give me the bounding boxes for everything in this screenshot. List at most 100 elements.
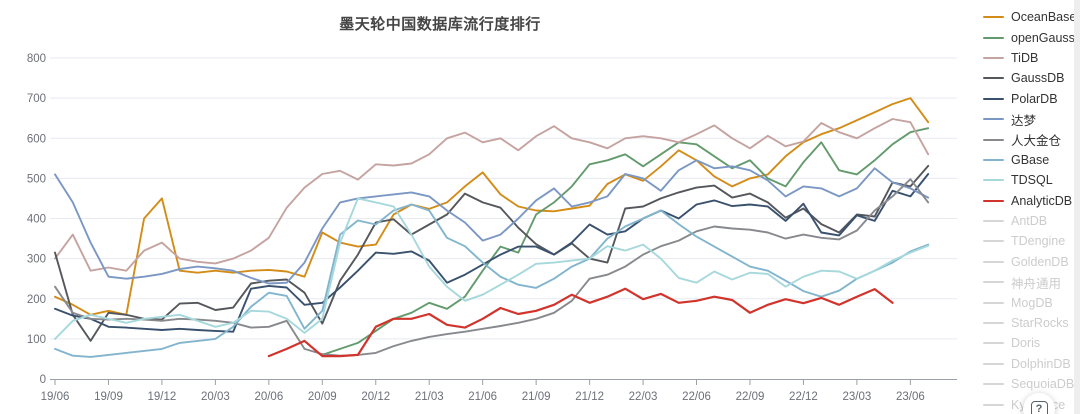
y-tick-label: 200 (27, 294, 46, 306)
legend-item-神舟通用[interactable]: 神舟通用 (983, 272, 1080, 292)
legend-item-label: PolarDB (1011, 91, 1058, 106)
legend-swatch (983, 240, 1004, 243)
legend-item-DolphinDB[interactable]: DolphinDB (983, 354, 1080, 374)
legend-swatch (983, 260, 1004, 263)
x-tick-label: 22/06 (682, 391, 711, 403)
y-tick-label: 300 (27, 254, 46, 266)
legend-item-label: AntDB (1011, 214, 1048, 229)
legend-swatch (983, 56, 1004, 59)
series-line-TiDB (54, 118, 930, 272)
legend-swatch (983, 322, 1004, 325)
legend-item-PolarDB[interactable]: PolarDB (983, 89, 1080, 109)
legend-item-AntDB[interactable]: AntDB (983, 211, 1080, 231)
legend-swatch (983, 138, 1004, 141)
legend-item-label: DolphinDB (1011, 356, 1071, 371)
series-lines (54, 97, 930, 358)
legend-item-label: openGauss (1011, 30, 1075, 45)
legend-swatch (983, 16, 1004, 19)
legend-item-TiDB[interactable]: TiDB (983, 48, 1080, 68)
x-tick-label: 21/12 (575, 391, 604, 403)
legend-item-TDSQL[interactable]: TDSQL (983, 170, 1080, 190)
legend-item-label: OceanBase (1011, 10, 1077, 25)
legend-item-达梦[interactable]: 达梦 (983, 109, 1080, 129)
legend-swatch (983, 342, 1004, 345)
legend-item-label: TDengine (1011, 234, 1066, 249)
legend-swatch (983, 301, 1004, 304)
legend-swatch (983, 403, 1004, 406)
legend-item-label: SequoiaDB (1011, 377, 1075, 392)
y-tick-label: 600 (27, 133, 46, 145)
y-tick-label: 500 (27, 173, 46, 185)
legend-item-OceanBase[interactable]: OceanBase (983, 7, 1080, 27)
legend-item-StarRocks[interactable]: StarRocks (983, 313, 1080, 333)
help-button[interactable]: ? (1023, 393, 1055, 414)
x-tick-label: 20/03 (201, 391, 230, 403)
legend-item-AnalyticDB[interactable]: AnalyticDB (983, 191, 1080, 211)
legend: OceanBase openGauss TiDB GaussDB PolarDB 达梦人大… (983, 7, 1080, 414)
legend-item-label: Doris (1011, 336, 1041, 351)
legend-swatch (983, 281, 1004, 284)
series-line-OceanBase (54, 97, 930, 316)
gridlines (50, 57, 957, 340)
legend-item-MogDB[interactable]: MogDB (983, 292, 1080, 312)
x-tick-label: 20/06 (254, 391, 283, 403)
x-tick-label: 22/12 (789, 391, 818, 403)
x-tick-label: 21/06 (468, 391, 497, 403)
chart-title: 墨天轮中国数据库流行度排行 (339, 16, 541, 33)
series-line-TDSQL (54, 197, 930, 340)
legend-item-openGauss[interactable]: openGauss (983, 27, 1080, 47)
legend-item-label: GBase (1011, 152, 1050, 167)
legend-item-GBase[interactable]: GBase (983, 150, 1080, 170)
x-tick-label: 20/09 (308, 391, 337, 403)
legend-item-label: 人大金仓 (1011, 134, 1062, 149)
x-tick-label: 19/09 (94, 391, 123, 403)
x-tick-label: 21/03 (415, 391, 444, 403)
x-axis (50, 379, 957, 385)
legend-item-label: GaussDB (1011, 71, 1065, 86)
legend-item-GaussDB[interactable]: GaussDB (983, 68, 1080, 88)
question-mark-icon: ? (1030, 400, 1048, 414)
legend-swatch (983, 158, 1004, 161)
legend-swatch (983, 362, 1004, 365)
x-tick-label: 22/03 (629, 391, 658, 403)
series-line-达梦 (54, 159, 930, 285)
page-edge-strip (1074, 0, 1080, 414)
legend-swatch (983, 179, 1004, 182)
y-tick-label: 400 (27, 214, 46, 226)
legend-item-GoldenDB[interactable]: GoldenDB (983, 252, 1080, 272)
legend-item-人大金仓[interactable]: 人大金仓 (983, 129, 1080, 149)
x-tick-label: 19/06 (41, 391, 70, 403)
x-tick-label: 23/06 (896, 391, 925, 403)
legend-item-label: TiDB (1011, 50, 1039, 65)
x-tick-label: 21/09 (522, 391, 551, 403)
legend-item-TDengine[interactable]: TDengine (983, 231, 1080, 251)
legend-swatch (983, 118, 1004, 121)
legend-item-SequoiaDB[interactable]: SequoiaDB (983, 374, 1080, 394)
series-line-openGauss (321, 127, 930, 356)
legend-swatch (983, 383, 1004, 386)
x-tick-label: 20/12 (361, 391, 390, 403)
series-line-AnalyticDB (267, 287, 894, 358)
y-axis-labels: 0 100 200 300 400 500 600 700 800 (27, 53, 46, 386)
legend-item-label: TDSQL (1011, 173, 1053, 188)
legend-swatch (983, 220, 1004, 223)
legend-swatch (983, 36, 1004, 39)
x-tick-label: 22/09 (736, 391, 765, 403)
legend-item-Doris[interactable]: Doris (983, 333, 1080, 353)
series-line-PolarDB (54, 173, 930, 333)
x-tick-label: 19/12 (148, 391, 177, 403)
legend-item-label: GoldenDB (1011, 254, 1069, 269)
y-tick-label: 0 (40, 374, 46, 386)
legend-item-label: AnalyticDB (1011, 193, 1073, 208)
legend-item-label: 神舟通用 (1011, 276, 1062, 291)
y-tick-label: 700 (27, 93, 46, 105)
y-tick-label: 800 (27, 53, 46, 65)
series-line-人大金仓 (54, 178, 930, 357)
y-tick-label: 100 (27, 334, 46, 346)
series-line-GBase (54, 203, 930, 358)
x-tick-label: 23/03 (843, 391, 872, 403)
legend-swatch (983, 77, 1004, 80)
series-line-GaussDB (54, 164, 930, 342)
